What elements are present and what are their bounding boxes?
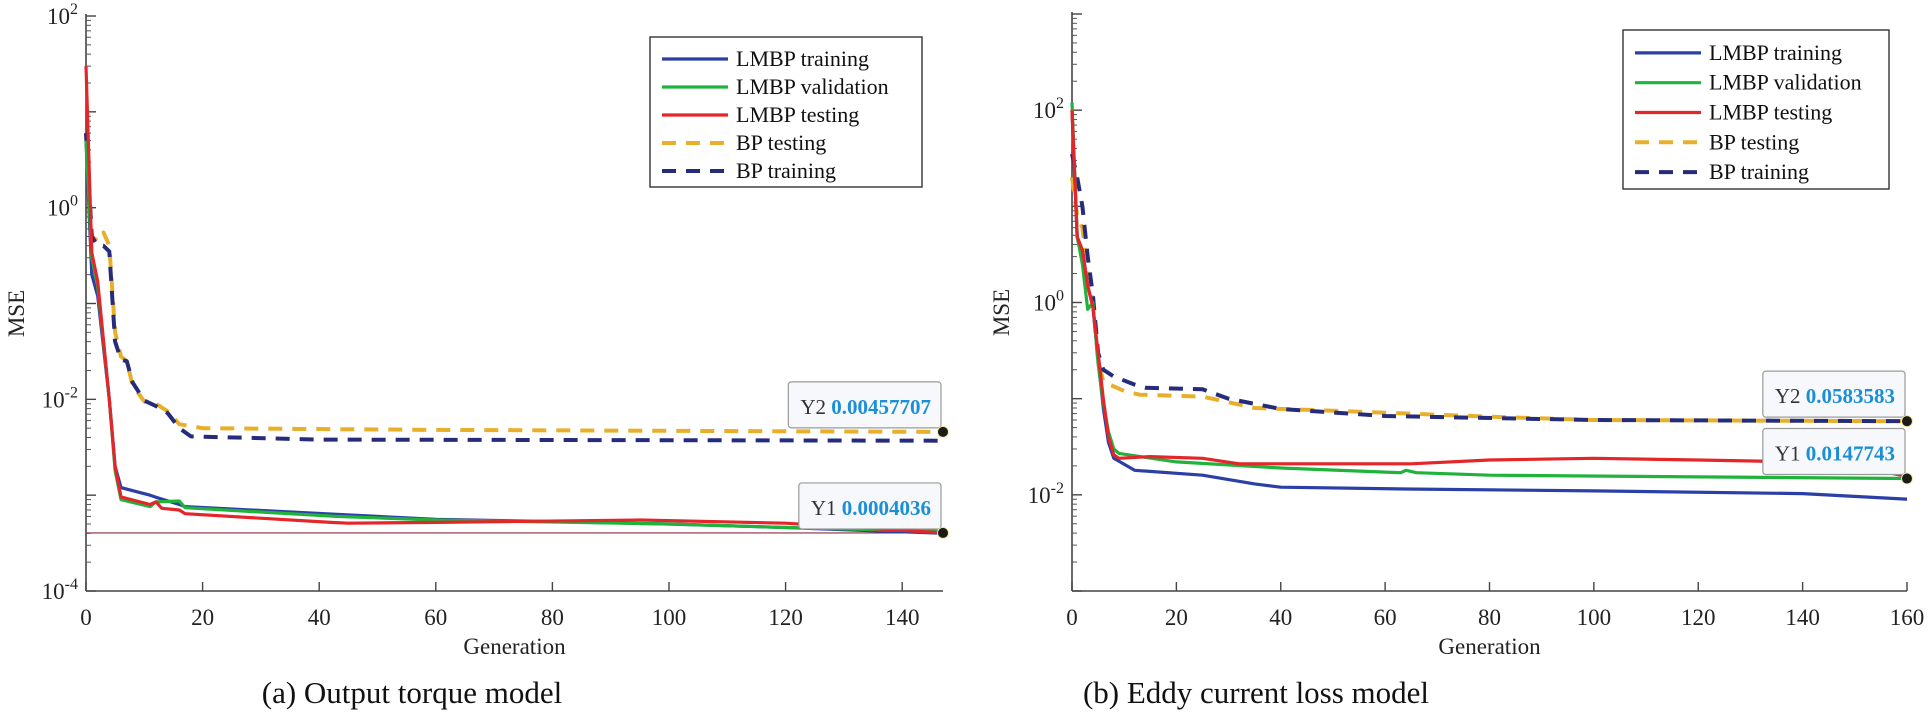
datatip-value: 0.0004036 — [842, 496, 931, 520]
y-tick-label: 10-4 — [42, 576, 78, 604]
datatip-box — [1762, 427, 1906, 476]
legend-label: LMBP validation — [736, 74, 889, 99]
datatip-y1: Y1 0.0147743 — [1762, 427, 1913, 485]
legend-label: BP testing — [736, 130, 826, 155]
series-line-bp-training — [1070, 153, 1908, 424]
legend-box — [649, 36, 923, 188]
series-line-lmbp-testing — [1070, 110, 1908, 479]
x-tick-label: 0 — [80, 605, 92, 630]
x-tick-label: 80 — [1478, 605, 1501, 630]
y-axis-title: MSE — [4, 290, 29, 337]
y-tick-label: 102 — [1033, 95, 1064, 123]
datatip-label: Y1 — [811, 496, 842, 520]
legend-label: LMBP testing — [1709, 100, 1832, 125]
series-line-lmbp-testing — [84, 66, 944, 535]
x-axis-title: Generation — [1438, 634, 1541, 659]
datatip-box — [798, 482, 942, 530]
datatip-value: 0.0147743 — [1806, 442, 1895, 466]
datatip-label: Y2 — [800, 395, 831, 419]
series-line-lmbp-validation — [84, 140, 944, 533]
datatip-marker — [937, 526, 949, 539]
series-line-bp-training — [84, 132, 944, 443]
x-tick-label: 20 — [191, 605, 214, 630]
legend-label: LMBP training — [1709, 40, 1842, 65]
datatip-text: Y1 0.0147743 — [1775, 442, 1895, 466]
x-tick-label: 40 — [1269, 605, 1292, 630]
x-tick-label: 20 — [1165, 605, 1188, 630]
x-tick-label: 40 — [308, 605, 331, 630]
series-line-bp-testing — [84, 132, 944, 434]
y-axis-title: MSE — [989, 289, 1014, 336]
datatip-y2: Y2 0.00457707 — [787, 381, 949, 438]
legend-label: BP testing — [1709, 129, 1799, 154]
series-line-lmbp-validation — [1070, 102, 1908, 481]
datatip-value: 0.0583583 — [1806, 384, 1895, 408]
x-tick-label: 120 — [768, 605, 803, 630]
x-tick-label: 160 — [1890, 605, 1925, 630]
x-tick-label: 60 — [424, 605, 447, 630]
datatip-value: 0.00457707 — [831, 395, 931, 419]
datatip-label: Y1 — [1775, 442, 1806, 466]
y-tick-label: 10-2 — [42, 384, 78, 412]
x-tick-label: 100 — [652, 605, 687, 630]
x-tick-label: 140 — [885, 605, 920, 630]
x-tick-label: 80 — [541, 605, 564, 630]
datatip-text: Y2 0.00457707 — [800, 395, 931, 419]
chart-eddy-current-loss: 102 100 10-2 0 20 40 60 80 100 120 140 160 Generatio… — [989, 12, 1924, 659]
legend-label: BP training — [1709, 159, 1809, 184]
x-tick-label: 140 — [1785, 605, 1820, 630]
datatip-box — [1762, 370, 1906, 418]
legend: LMBP training LMBP validation LMBP testing… — [1622, 29, 1890, 190]
legend-box — [1622, 29, 1890, 190]
datatip-text: Y1 0.0004036 — [811, 496, 931, 520]
legend-label: LMBP testing — [736, 102, 859, 127]
legend-label: BP training — [736, 158, 836, 183]
datatip-marker — [1901, 415, 1913, 428]
y-tick-label: 100 — [47, 193, 78, 221]
datatip-box — [787, 381, 942, 429]
datatip-y1: Y1 0.0004036 — [798, 482, 949, 539]
chart-output-torque: 102 100 10-2 10-40 20 40 60 80 100 120 140 Generati… — [4, 1, 949, 659]
x-tick-label: 0 — [1066, 605, 1078, 630]
datatip-label: Y2 — [1775, 384, 1806, 408]
y-tick-label: 10-2 — [1028, 480, 1064, 508]
y-tick-label: 102 — [47, 1, 78, 29]
x-tick-label: 120 — [1681, 605, 1716, 630]
datatip-marker — [1901, 472, 1913, 485]
legend: LMBP training LMBP validation LMBP testing… — [649, 36, 923, 188]
datatip-y2: Y2 0.0583583 — [1762, 370, 1913, 428]
x-tick-label: 100 — [1577, 605, 1612, 630]
series-line-lmbp-training — [84, 140, 944, 535]
y-tick-label: 100 — [1033, 288, 1064, 316]
x-axis-title: Generation — [463, 634, 566, 659]
caption-b: (b) Eddy current loss model — [1083, 675, 1429, 710]
datatip-marker — [937, 425, 949, 438]
caption-a: (a) Output torque model — [262, 675, 562, 710]
datatip-text: Y2 0.0583583 — [1775, 384, 1895, 408]
legend-label: LMBP validation — [1709, 70, 1862, 95]
legend-label: LMBP training — [736, 46, 869, 71]
x-tick-label: 60 — [1374, 605, 1397, 630]
